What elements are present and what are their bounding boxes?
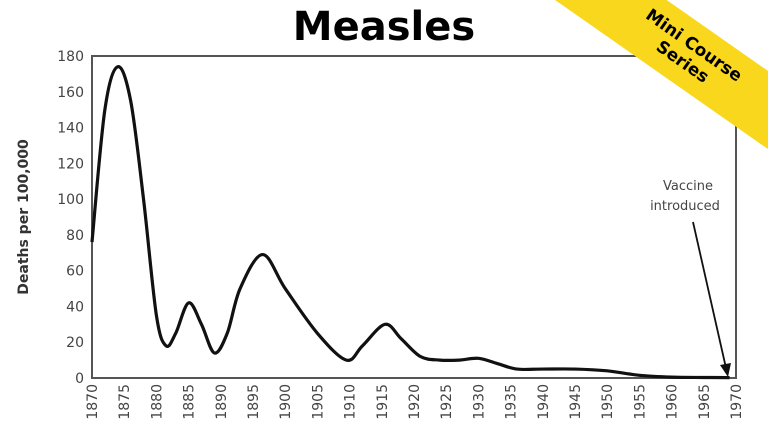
y-tick-label: 180 xyxy=(57,49,84,65)
x-tick-label: 1970 xyxy=(729,384,745,420)
chart-title: Measles xyxy=(292,4,476,50)
x-tick-label: 1880 xyxy=(149,384,165,420)
x-tick-label: 1920 xyxy=(407,384,423,420)
x-tick-label: 1925 xyxy=(439,384,455,420)
x-tick-label: 1930 xyxy=(471,384,487,420)
y-tick-label: 160 xyxy=(57,85,84,101)
y-tick-label: 0 xyxy=(75,371,84,387)
annotation-line2: introduced xyxy=(650,199,720,214)
annotation-arrowhead xyxy=(720,363,731,377)
x-tick-label: 1945 xyxy=(568,384,584,420)
x-tick-label: 1875 xyxy=(117,384,133,420)
x-tick-label: 1895 xyxy=(246,384,262,420)
plot-frame xyxy=(91,55,737,379)
y-tick-label: 100 xyxy=(57,192,84,208)
x-tick-label: 1955 xyxy=(632,384,648,420)
y-tick-label: 80 xyxy=(66,228,84,244)
y-tick-label: 60 xyxy=(66,264,84,280)
x-tick-label: 1950 xyxy=(600,384,616,420)
x-tick-label: 1885 xyxy=(182,384,198,420)
x-tick-label: 1870 xyxy=(85,384,101,420)
x-tick-label: 1935 xyxy=(504,384,520,420)
x-tick-label: 1915 xyxy=(375,384,391,420)
x-tick-label: 1900 xyxy=(278,384,294,420)
series-line xyxy=(90,65,730,380)
annotation-arrow xyxy=(692,221,727,369)
x-tick-label: 1890 xyxy=(214,384,230,420)
annotation-line1: Vaccine xyxy=(663,179,713,194)
y-axis-label: Deaths per 100,000 xyxy=(16,139,32,295)
y-tick-label: 140 xyxy=(57,121,84,137)
x-tick-label: 1905 xyxy=(310,384,326,420)
x-tick-label: 1965 xyxy=(697,384,713,420)
x-tick-label: 1910 xyxy=(343,384,359,420)
x-tick-label: 1940 xyxy=(536,384,552,420)
y-tick-label: 120 xyxy=(57,156,84,172)
x-tick-label: 1960 xyxy=(665,384,681,420)
y-tick-label: 40 xyxy=(66,299,84,315)
y-tick-label: 20 xyxy=(66,335,84,351)
